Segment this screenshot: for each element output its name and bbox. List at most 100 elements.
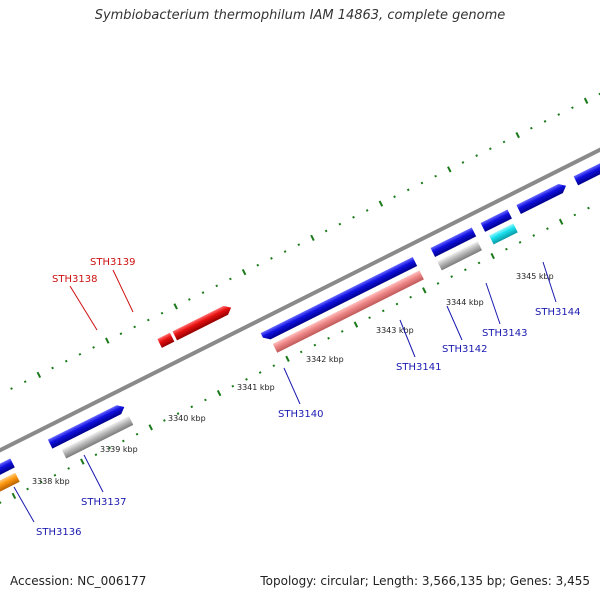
minor-tick bbox=[135, 432, 139, 436]
gene-label-sth3143[interactable]: STH3143 bbox=[482, 328, 527, 339]
scale-labels: 3338 kbp 3339 kbp 3340 kbp 3341 kbp 3342… bbox=[32, 272, 554, 486]
minor-tick bbox=[587, 206, 590, 210]
minor-tick bbox=[108, 446, 112, 450]
feature-sth3139-red[interactable] bbox=[172, 303, 234, 341]
minor-tick bbox=[231, 384, 235, 388]
minor-tick bbox=[119, 332, 123, 336]
minor-tick bbox=[256, 263, 260, 267]
minor-tick bbox=[488, 147, 492, 151]
minor-tick bbox=[393, 195, 396, 199]
minor-tick bbox=[23, 380, 27, 384]
major-tick bbox=[173, 303, 178, 310]
accession-text: Accession: NC_006177 bbox=[10, 574, 147, 588]
major-tick bbox=[148, 424, 153, 431]
leader-sth3142 bbox=[446, 305, 463, 341]
minor-tick bbox=[160, 311, 164, 315]
major-tick bbox=[241, 268, 247, 276]
major-tick bbox=[80, 458, 85, 465]
minor-tick bbox=[26, 487, 29, 491]
minor-tick bbox=[67, 467, 70, 470]
minor-tick bbox=[92, 346, 95, 349]
minor-tick bbox=[133, 325, 136, 329]
gene-label-sth3141[interactable]: STH3141 bbox=[396, 362, 441, 373]
minor-tick bbox=[477, 261, 481, 265]
minor-tick bbox=[461, 161, 465, 164]
minor-tick bbox=[573, 213, 577, 217]
minor-tick bbox=[176, 412, 180, 415]
gene-label-sth3137[interactable]: STH3137 bbox=[81, 497, 126, 508]
gene-label-sth3136[interactable]: STH3136 bbox=[36, 527, 81, 538]
minor-tick bbox=[338, 222, 342, 226]
scale-label: 3341 kbp bbox=[237, 383, 275, 392]
minor-tick bbox=[10, 387, 13, 390]
minor-tick bbox=[420, 181, 424, 185]
scale-label: 3344 kbp bbox=[446, 298, 484, 307]
feature-sth3141-blue[interactable] bbox=[430, 227, 477, 257]
major-tick bbox=[490, 252, 495, 260]
minor-tick bbox=[0, 501, 2, 505]
major-tick bbox=[216, 389, 222, 397]
gene-labels: STH3136 STH3137 STH3138 STH3139 STH3140 … bbox=[36, 257, 580, 538]
minor-tick bbox=[352, 215, 355, 219]
minor-tick bbox=[122, 439, 125, 443]
minor-tick bbox=[64, 359, 68, 363]
minor-tick bbox=[406, 188, 410, 192]
scale-label: 3343 kbp bbox=[376, 326, 414, 335]
minor-tick bbox=[557, 113, 561, 116]
major-tick bbox=[285, 355, 290, 362]
feature-pink-rna[interactable] bbox=[272, 270, 424, 353]
major-tick bbox=[583, 97, 589, 104]
minor-tick bbox=[464, 268, 467, 272]
minor-tick bbox=[272, 364, 276, 368]
minor-tick bbox=[313, 343, 317, 347]
feature-sth3136-blue[interactable] bbox=[0, 458, 15, 479]
minor-tick bbox=[201, 291, 205, 294]
minor-tick bbox=[229, 277, 232, 281]
minor-tick bbox=[324, 229, 328, 233]
major-tick bbox=[353, 321, 359, 328]
inner-tick-row bbox=[0, 206, 590, 505]
minor-tick bbox=[365, 209, 369, 212]
feature-orange[interactable] bbox=[0, 472, 20, 493]
minor-tick bbox=[204, 398, 207, 402]
major-tick bbox=[36, 371, 42, 378]
minor-tick bbox=[39, 480, 43, 484]
feature-sth3137-blue[interactable] bbox=[47, 403, 127, 449]
gene-label-sth3139[interactable]: STH3139 bbox=[90, 257, 135, 268]
feature-sth3142-blue[interactable] bbox=[480, 209, 512, 232]
feature-sth3143-blue[interactable] bbox=[516, 181, 568, 215]
minor-tick bbox=[571, 106, 574, 110]
minor-tick bbox=[188, 298, 191, 301]
minor-tick bbox=[78, 352, 82, 356]
minor-tick bbox=[475, 154, 478, 157]
gene-label-sth3140[interactable]: STH3140 bbox=[278, 409, 323, 420]
minor-tick bbox=[327, 336, 330, 340]
feature-gray-a[interactable] bbox=[61, 415, 134, 459]
feature-sth3144-blue[interactable] bbox=[573, 143, 600, 186]
major-tick bbox=[558, 218, 564, 225]
minor-tick bbox=[51, 366, 54, 370]
feature-cyan-a[interactable] bbox=[489, 223, 518, 245]
minor-tick bbox=[283, 250, 287, 253]
minor-tick bbox=[299, 350, 303, 354]
outer-tick-row bbox=[10, 92, 600, 390]
gene-label-sth3144[interactable]: STH3144 bbox=[535, 307, 580, 318]
minor-tick bbox=[395, 302, 399, 306]
major-tick bbox=[105, 337, 110, 344]
leader-sth3136 bbox=[13, 486, 35, 523]
feature-gray-b[interactable] bbox=[437, 241, 482, 271]
major-tick bbox=[515, 131, 520, 139]
leader-sth3143 bbox=[485, 282, 501, 325]
label-leaders bbox=[13, 261, 557, 523]
leader-sth3144 bbox=[542, 261, 557, 303]
minor-tick bbox=[270, 257, 273, 260]
page-title: Symbiobacterium thermophilum IAM 14863, … bbox=[94, 8, 506, 23]
gene-label-sth3138[interactable]: STH3138 bbox=[52, 274, 97, 285]
major-tick bbox=[378, 200, 384, 207]
feature-sth3138-red[interactable] bbox=[157, 332, 175, 348]
minor-tick bbox=[532, 234, 536, 237]
feature-sth3140-blue[interactable] bbox=[260, 256, 418, 342]
minor-tick bbox=[94, 453, 98, 457]
gene-label-sth3142[interactable]: STH3142 bbox=[442, 344, 487, 355]
